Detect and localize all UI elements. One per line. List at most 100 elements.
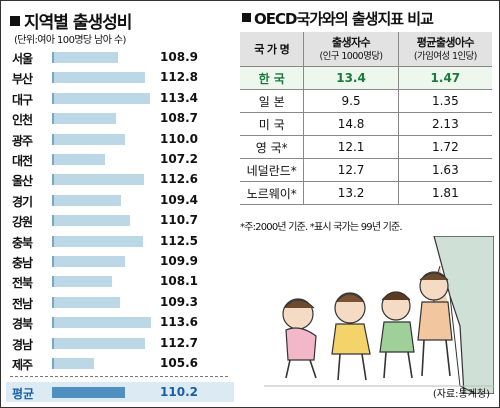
cell-fertility: 1.47 (397, 66, 492, 90)
region-value: 110.0 (160, 131, 198, 146)
table-row: 네덜란드* 12.7 1.63 (240, 158, 492, 182)
header-fertility: 평균출생아수 (가임여성 1인당) (397, 32, 492, 67)
header-country: 국 가 명 (240, 32, 304, 67)
average-value: 110.2 (160, 385, 198, 399)
region-row: 대전 107.2 (6, 150, 234, 168)
region-label: 전남 (12, 296, 33, 311)
region-row: 충북 112.5 (6, 232, 234, 250)
cell-fertility: 1.35 (397, 89, 492, 113)
region-value: 113.4 (160, 90, 198, 105)
left-title-text: 지역별 출생성비 (24, 13, 132, 33)
region-bar (52, 215, 131, 227)
region-bar (52, 256, 125, 267)
region-label: 인천 (12, 113, 33, 128)
region-row: 서울 108.9 (6, 48, 234, 66)
cell-births: 13.2 (303, 181, 399, 205)
header-fertility-label: 평균출생아수 (416, 35, 475, 49)
right-title: OECD국가와의 출생지표 비교 (242, 8, 434, 29)
header-births-unit: (인구 1000명당) (319, 50, 384, 62)
cell-births: 12.7 (303, 158, 399, 182)
region-label: 대구 (12, 92, 33, 107)
right-title-text: OECD국가와의 출생지표 비교 (254, 10, 434, 28)
cell-country: 영 국* (240, 135, 304, 159)
square-bullet-icon (242, 13, 251, 22)
region-label: 대전 (12, 154, 33, 168)
region-label: 충남 (12, 256, 33, 270)
region-bar (52, 235, 144, 247)
region-bar (52, 337, 145, 349)
region-row: 경남 112.7 (6, 334, 234, 352)
left-subtitle: (단위:여아 100명당 남아 수) (14, 35, 126, 46)
region-row: 전남 109.3 (6, 293, 234, 311)
region-bar (52, 358, 94, 369)
cell-fertility: 1.63 (397, 158, 492, 182)
region-label: 서울 (12, 52, 33, 66)
region-value: 112.6 (160, 172, 198, 187)
region-row: 경기 109.4 (6, 191, 234, 209)
regional-sex-ratio-panel: 지역별 출생성비 (단위:여아 100명당 남아 수) 서울 108.9 부산 112… (6, 6, 234, 402)
region-bar (52, 133, 126, 145)
table-row: 노르웨이* 13.2 1.81 (240, 181, 492, 205)
oecd-table: 국 가 명 출생자수 (인구 1000명당) 평균출생아수 (가임여성 1인당) 한… (240, 32, 492, 205)
region-value: 108.9 (160, 50, 198, 64)
region-bar (52, 174, 144, 186)
children-illustration (264, 236, 494, 394)
region-label: 부산 (12, 72, 33, 87)
region-bar (52, 194, 122, 206)
region-value: 108.7 (160, 111, 198, 126)
region-row: 충남 109.9 (6, 252, 234, 270)
region-label: 경북 (12, 317, 33, 332)
region-value: 112.8 (160, 70, 198, 85)
table-note: *주:2000년 기준. *표시 국가는 99년 기준. (240, 222, 403, 233)
region-bar (52, 154, 106, 165)
cell-country: 네덜란드* (240, 158, 304, 182)
average-row: 평균 110.2 (6, 382, 234, 402)
region-label: 제주 (12, 358, 33, 372)
cell-country: 미 국 (240, 112, 304, 136)
header-fertility-unit: (가임여성 1인당) (413, 50, 478, 62)
table-header-row: 국 가 명 출생자수 (인구 1000명당) 평균출생아수 (가임여성 1인당) (240, 32, 492, 67)
table-row: 일 본 9.5 1.35 (240, 89, 492, 113)
cell-fertility: 2.13 (397, 112, 492, 136)
oecd-comparison-panel: OECD국가와의 출생지표 비교 국 가 명 출생자수 (인구 1000명당) 평… (240, 6, 494, 402)
table-row: 미 국 14.8 2.13 (240, 112, 492, 136)
table-row: 한 국 13.4 1.47 (240, 66, 492, 90)
region-bar (52, 276, 112, 288)
cell-country: 노르웨이* (240, 181, 304, 205)
table-row: 영 국* 12.1 1.72 (240, 135, 492, 159)
region-value: 113.6 (160, 315, 198, 330)
region-bar (52, 52, 118, 63)
header-births-label: 출생자수 (332, 35, 371, 49)
average-divider (10, 376, 228, 377)
region-row: 울산 112.6 (6, 170, 234, 188)
region-value: 112.7 (160, 335, 198, 350)
region-bar (52, 72, 146, 84)
region-value: 108.1 (160, 274, 198, 289)
region-label: 강원 (12, 215, 33, 230)
region-value: 109.9 (160, 254, 198, 268)
region-row: 대구 113.4 (6, 89, 234, 107)
region-label: 광주 (12, 133, 33, 148)
average-bar (52, 387, 125, 398)
region-row: 강원 110.7 (6, 211, 234, 229)
square-bullet-icon (10, 16, 20, 26)
average-label: 평균 (12, 387, 35, 401)
cell-births: 12.1 (303, 135, 399, 159)
region-value: 112.5 (160, 233, 198, 248)
region-label: 울산 (12, 174, 33, 189)
region-label: 경기 (12, 194, 33, 209)
header-births: 출생자수 (인구 1000명당) (303, 32, 399, 67)
region-row: 부산 112.8 (6, 68, 234, 86)
region-value: 110.7 (160, 213, 198, 228)
region-bar (52, 317, 152, 329)
region-label: 경남 (12, 337, 33, 352)
region-row: 인천 108.7 (6, 109, 234, 127)
region-row: 제주 105.6 (6, 354, 234, 372)
region-value: 105.6 (160, 356, 198, 370)
region-value: 107.2 (160, 152, 198, 166)
region-bar (52, 296, 121, 308)
region-bar (52, 92, 150, 104)
cell-births: 13.4 (303, 66, 399, 90)
cell-country: 한 국 (240, 66, 304, 90)
region-row: 광주 110.0 (6, 130, 234, 148)
